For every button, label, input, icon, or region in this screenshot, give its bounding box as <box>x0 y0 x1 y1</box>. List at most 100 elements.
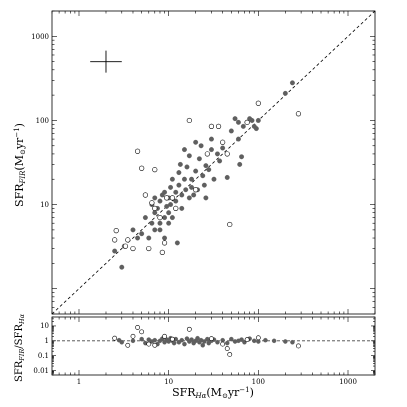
ratio-filled-data-point <box>229 336 234 342</box>
filled-data-point <box>146 235 152 241</box>
filled-data-point <box>139 231 145 237</box>
filled-data-point <box>157 227 163 233</box>
filled-data-point <box>206 167 212 173</box>
x-tick-label: 1000 <box>339 378 357 386</box>
ratio-tick-marks <box>51 316 376 376</box>
ratio-y-tick-labels: 0.01 0.1 1 10 <box>33 322 49 375</box>
filled-data-point <box>166 210 172 216</box>
main-y-axis-label: SFRFIR(M⊙yr−1) <box>13 123 27 207</box>
filled-data-point <box>173 198 179 204</box>
filled-data-point <box>173 189 179 195</box>
filled-data-point <box>203 195 209 201</box>
filled-data-point <box>193 168 199 174</box>
filled-data-point <box>182 176 187 182</box>
filled-data-point <box>168 184 174 190</box>
ratio-filled-data-point <box>290 339 295 345</box>
filled-data-point <box>255 117 261 123</box>
filled-data-point <box>239 154 245 160</box>
ratio-filled-data-point <box>224 340 230 346</box>
ratio-plot-frame <box>51 316 376 376</box>
filled-data-point <box>201 182 207 188</box>
filled-data-point <box>176 182 182 188</box>
filled-data-point <box>186 153 192 159</box>
main-tick-marks <box>51 10 376 315</box>
filled-data-point <box>249 117 255 123</box>
main-scatter-panel: 10 100 1000 SFRFIR(M⊙yr−1) <box>13 10 376 315</box>
ratio-x-tick-labels: 1 10 100 1000 <box>77 378 357 386</box>
ratio-filled-data-point <box>195 335 200 341</box>
ratio-filled-data-point <box>130 338 136 344</box>
filled-data-point <box>162 235 168 241</box>
main-plot-frame <box>51 10 376 315</box>
open-data-point <box>224 151 230 157</box>
filled-data-point <box>224 175 230 180</box>
filled-data-point <box>168 202 174 208</box>
open-data-point <box>215 123 222 129</box>
ratio-scatter-panel: 0.01 0.1 1 10 1 10 100 1000 SFRFIR/SFRHα SFRHα… <box>14 313 376 400</box>
filled-data-point <box>169 215 175 221</box>
filled-data-point <box>211 176 217 182</box>
ratio-open-data-point <box>220 341 226 347</box>
ratio-open-data-point <box>244 337 250 343</box>
filled-data-point <box>184 164 190 170</box>
error-bar-cross <box>90 50 122 73</box>
filled-data-point <box>162 215 168 221</box>
ratio-open-data-point <box>169 336 175 342</box>
filled-data-point <box>196 156 202 162</box>
filled-data-point <box>189 176 195 182</box>
open-data-point <box>295 111 302 117</box>
main-y-tick-label: 100 <box>36 117 49 125</box>
ratio-open-data-point <box>125 342 131 348</box>
ratio-y-tick-label: 1 <box>45 337 49 345</box>
open-data-point <box>159 249 165 255</box>
open-data-point <box>139 165 145 171</box>
filled-data-point <box>166 220 172 226</box>
filled-data-point <box>162 189 168 195</box>
ratio-filled-data-point <box>251 338 257 344</box>
open-data-point <box>152 167 158 173</box>
open-data-point <box>244 119 250 125</box>
filled-data-point <box>237 161 243 167</box>
filled-data-point <box>282 90 288 96</box>
ratio-filled-data-point <box>215 339 220 345</box>
open-data-point <box>220 139 226 145</box>
open-data-point <box>112 237 118 243</box>
filled-data-point <box>228 128 234 134</box>
filled-data-point <box>135 235 141 241</box>
ratio-open-data-point <box>135 324 140 330</box>
ratio-filled-data-point <box>200 343 206 348</box>
open-data-point <box>130 245 136 252</box>
ratio-filled-data-point <box>220 337 225 343</box>
filled-data-point <box>203 163 209 169</box>
ratio-data-points <box>112 324 301 357</box>
x-tick-label: 10 <box>164 378 173 386</box>
filled-data-point <box>200 173 206 179</box>
filled-data-point <box>253 126 259 132</box>
open-data-point <box>142 192 148 198</box>
open-data-point <box>208 123 215 129</box>
filled-data-point <box>152 227 158 233</box>
filled-data-point <box>119 264 125 270</box>
open-data-point <box>193 187 199 193</box>
ratio-open-data-point <box>139 329 145 335</box>
filled-data-point <box>289 80 295 86</box>
x-tick-label: 1 <box>77 378 81 386</box>
open-data-point <box>157 214 163 221</box>
ratio-filled-data-point <box>271 338 277 344</box>
main-y-tick-label: 10 <box>40 201 49 209</box>
ratio-open-data-point <box>146 341 152 347</box>
open-data-point <box>134 148 141 154</box>
filled-data-point <box>217 158 223 164</box>
filled-data-point <box>240 123 246 129</box>
filled-data-point <box>174 240 180 246</box>
open-data-point <box>227 221 233 228</box>
x-axis-label: SFRHα(M⊙yr−1) <box>172 386 254 400</box>
filled-data-point <box>157 198 163 204</box>
open-data-point <box>169 195 175 201</box>
filled-data-point <box>183 187 189 193</box>
filled-data-point <box>130 227 136 233</box>
ratio-open-data-point <box>112 335 118 341</box>
filled-data-point <box>164 203 170 209</box>
filled-data-point <box>191 192 197 198</box>
